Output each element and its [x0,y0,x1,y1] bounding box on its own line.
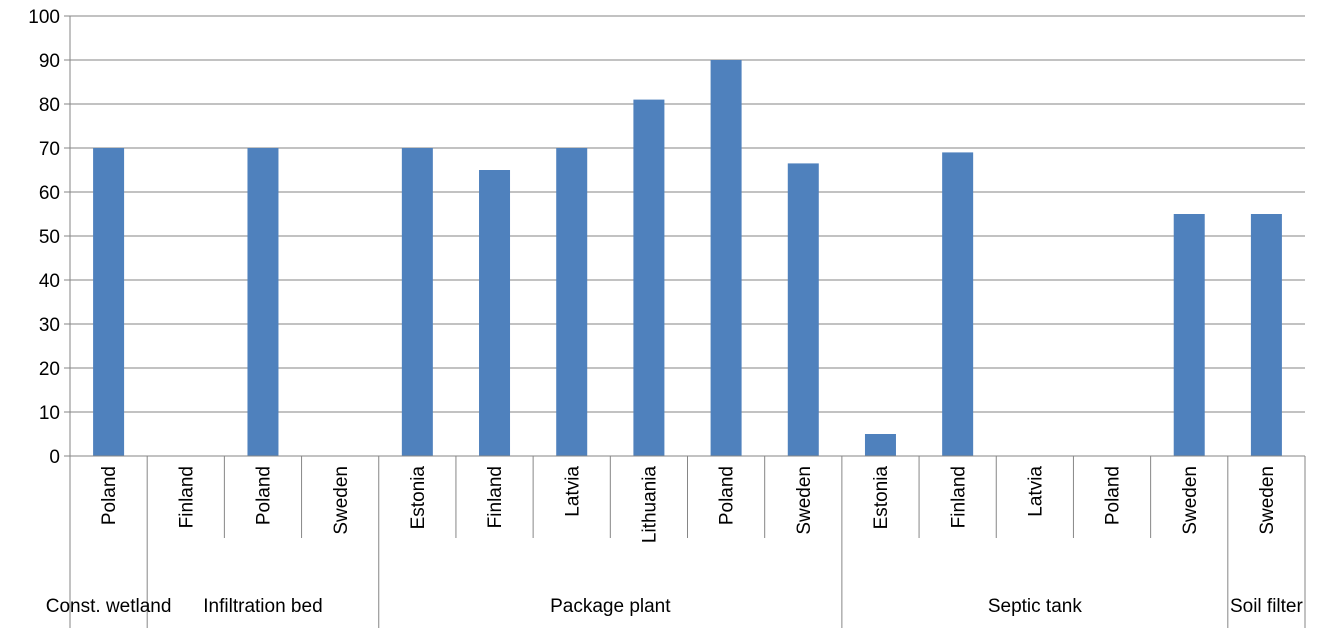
bar [93,148,125,456]
y-tick-label: 50 [39,227,60,248]
y-tick-label: 30 [39,315,60,336]
group-label: Infiltration bed [203,596,322,617]
bars [93,60,1282,456]
bar [479,170,511,456]
group-labels: Const. wetland Infiltration bed Package pl… [46,596,1304,617]
bar [942,152,974,456]
y-tick-label: 70 [39,139,60,160]
x-tick-label: Sweden [1257,466,1278,535]
x-tick-label: Sweden [1180,466,1201,535]
x-tick-label: Finland [485,466,506,528]
x-tick-label: Estonia [408,466,429,530]
x-tick-label: Poland [254,466,275,525]
x-tick-label: Poland [717,466,738,525]
bar [787,163,819,456]
x-tick-label: Sweden [331,466,352,535]
bar [864,434,896,456]
bar [710,60,742,456]
bar [247,148,279,456]
x-tick-label: Finland [176,466,197,528]
group-label: Const. wetland [46,596,172,617]
y-tick-label: 40 [39,271,60,292]
y-tick-label: 100 [28,7,60,28]
bar [1250,214,1282,456]
x-tick-label: Poland [1103,466,1124,525]
axes [64,15,1306,628]
y-tick-labels: 0 10 20 30 40 50 60 70 80 90 100 [28,7,60,468]
group-label: Package plant [550,596,671,617]
y-tick-label: 80 [39,95,60,116]
y-tick-label: 0 [49,447,60,468]
y-tick-label: 60 [39,183,60,204]
bar [401,148,433,456]
x-tick-label: Sweden [794,466,815,535]
bar [556,148,588,456]
group-label: Septic tank [988,596,1082,617]
group-label: Soil filter [1230,596,1304,617]
bar [633,99,665,456]
bar [1173,214,1205,456]
x-tick-labels: Poland Finland Poland Sweden Estonia Finland L… [99,466,1278,544]
x-tick-label: Latvia [1025,466,1046,517]
x-tick-label: Lithuania [640,466,661,544]
y-tick-label: 20 [39,359,60,380]
x-tick-label: Finland [948,466,969,528]
x-tick-label: Latvia [562,466,583,517]
x-tick-label: Poland [99,466,120,525]
y-tick-label: 90 [39,51,60,72]
x-tick-label: Estonia [871,466,892,530]
y-tick-label: 10 [39,403,60,424]
